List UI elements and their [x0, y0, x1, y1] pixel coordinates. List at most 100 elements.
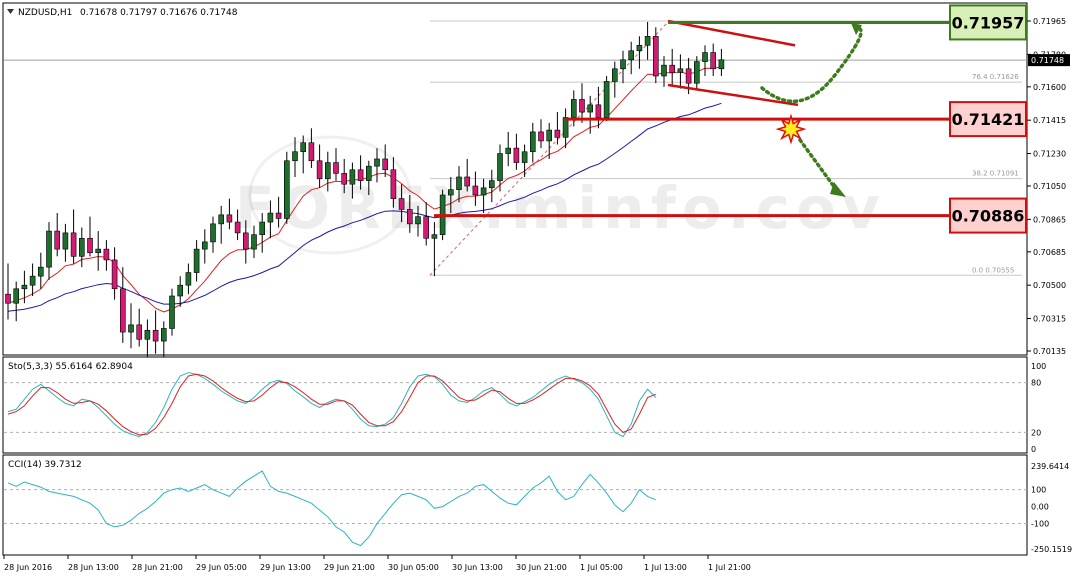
candle-body: [243, 232, 249, 250]
candle-body: [5, 293, 11, 304]
candle-body: [480, 187, 487, 196]
bearish-dotted-arrow: [798, 138, 837, 190]
fib-trend-line: [429, 21, 669, 276]
sto-signal-line: [7, 373, 656, 436]
candle-body: [595, 104, 602, 118]
key-level-label: 0.71957: [952, 13, 1025, 32]
collapse-arrow-icon[interactable]: [7, 9, 14, 14]
symbol-label: NZDUSD,H1: [18, 8, 72, 18]
candle-body: [390, 169, 397, 199]
candle-body: [79, 237, 85, 257]
candle-body: [218, 214, 224, 225]
candle-body: [702, 52, 708, 62]
candle-body: [669, 64, 676, 73]
candle-body: [521, 151, 528, 163]
x-tick-label: 30 Jun 21:00: [516, 563, 567, 572]
watermark-globe: [248, 135, 412, 255]
candle-body: [54, 230, 61, 250]
candle-body: [652, 36, 659, 77]
y-tick-label: 0.70135: [1033, 347, 1066, 356]
candle-body: [202, 241, 208, 250]
candle-body: [447, 189, 454, 196]
key-level-label: 0.71421: [952, 110, 1025, 129]
sto-tick-label: 80: [1031, 379, 1041, 388]
candle-body: [431, 234, 438, 239]
x-tick-label: 1 Jul 05:00: [580, 563, 623, 572]
candle-body: [611, 68, 618, 82]
candle-body: [661, 64, 667, 77]
cci-tick-label: 100: [1031, 486, 1046, 495]
y-tick-label: 0.71965: [1033, 17, 1066, 26]
y-tick-label: 0.71600: [1033, 83, 1066, 92]
candle-body: [111, 259, 118, 290]
candle-body: [152, 329, 159, 342]
key-level-label: 0.70886: [952, 207, 1025, 226]
candle-body: [251, 234, 257, 250]
y-tick-label: 0.71230: [1033, 150, 1066, 159]
candle-body: [341, 173, 348, 185]
candle-body: [538, 131, 544, 142]
x-tick-label: 30 Jun 13:00: [452, 563, 503, 572]
candle-body: [677, 68, 684, 73]
x-tick-label: 29 Jun 05:00: [196, 563, 247, 572]
candle-body: [177, 284, 183, 297]
candle-body: [62, 232, 69, 250]
candle-body: [374, 158, 380, 167]
candle-body: [423, 216, 430, 239]
cci-tick-label: -250.1519: [1031, 545, 1072, 554]
cci-title: CCI(14) 39.7312: [8, 460, 82, 470]
candle-body: [37, 266, 44, 277]
key-level-box: [949, 101, 1027, 138]
sto-tick-label: 100: [1031, 362, 1046, 371]
wedge-lower-line: [667, 83, 799, 107]
candle-body: [398, 198, 405, 210]
candle-body: [70, 232, 77, 257]
candle-body: [488, 180, 495, 189]
candle-body: [570, 99, 577, 118]
candle-body: [136, 324, 142, 340]
candle-body: [587, 104, 594, 113]
candle-body: [46, 230, 52, 268]
candle-body: [185, 272, 192, 286]
candle-body: [226, 214, 233, 223]
candle-body: [169, 295, 175, 329]
candle-body: [382, 158, 389, 171]
candle-body: [120, 288, 126, 333]
y-tick-label: 0.71050: [1033, 182, 1066, 191]
candle-body: [234, 221, 241, 234]
y-tick-label: 0.70865: [1033, 215, 1066, 224]
candle-body: [579, 99, 585, 113]
candle-body: [546, 129, 553, 142]
candle-body: [103, 248, 110, 261]
candle-body: [685, 68, 692, 84]
key-level-box: [949, 197, 1027, 234]
ma-slow-line: [7, 102, 722, 312]
candle-body: [29, 275, 36, 286]
bullish-dotted-arrow: [760, 26, 863, 104]
fib-level-label: 76.4 0.71626: [972, 73, 1019, 81]
wedge-upper-line: [667, 19, 796, 47]
x-tick-label: 1 Jul 13:00: [644, 563, 687, 572]
ohlc-readout: 0.71678 0.71797 0.71676 0.71748: [80, 8, 238, 18]
x-tick-label: 29 Jun 13:00: [260, 563, 311, 572]
candle-body: [365, 165, 372, 181]
candle-body: [406, 209, 413, 225]
candle-body: [308, 142, 315, 162]
candle-body: [636, 45, 643, 52]
breakout-burst-icon: [775, 113, 807, 145]
candle-body: [456, 176, 462, 190]
candle-body: [161, 328, 167, 342]
x-tick-label: 28 Jun 2016: [4, 563, 52, 572]
candle-body: [210, 223, 216, 243]
cci-line: [7, 470, 656, 547]
candle-body: [95, 248, 101, 254]
candle-body: [259, 221, 266, 235]
cci-tick-label: -100: [1031, 520, 1049, 529]
candle-body: [324, 162, 331, 180]
bullish-arrow-head-icon: [851, 23, 862, 35]
x-tick-label: 28 Jun 13:00: [68, 563, 119, 572]
y-tick-label: 0.71415: [1033, 116, 1066, 125]
ma-fast-line: [7, 66, 722, 313]
